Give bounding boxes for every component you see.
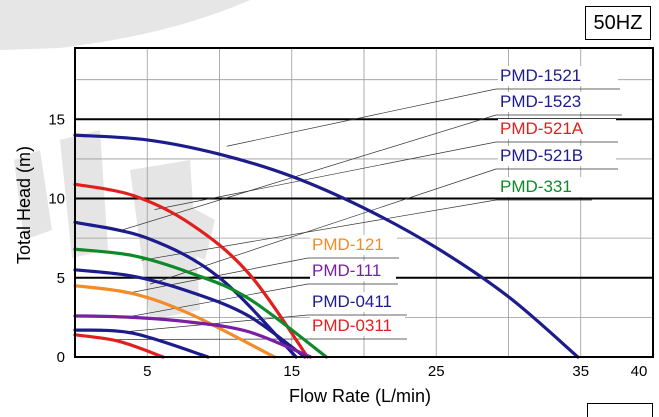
series-line-pmd-1521 (73, 133, 580, 359)
series-label-background (310, 316, 405, 336)
series-line-pmd-521a (73, 182, 310, 359)
leader-line (111, 338, 309, 340)
series-label: PMD-111 (312, 261, 381, 280)
data-series (73, 133, 580, 359)
corner-frame (587, 403, 653, 417)
series-label: PMD-521B (500, 146, 583, 165)
series-line-pmd-521b (73, 268, 307, 359)
series-line-pmd-1523 (73, 220, 298, 359)
series-label-background (310, 235, 397, 255)
tick-labels: 5 15 25 35 40 0 5 10 15 (48, 111, 647, 380)
series-label-background (310, 292, 405, 312)
series-label: PMD-521A (500, 119, 584, 138)
series-labels: PMD-1521 PMD-1523 PMD-521A PMD-521B PMD-331 P… (310, 66, 620, 336)
leader-line (226, 88, 497, 147)
x-tick-label: 5 (143, 363, 151, 380)
y-tick-label: 0 (57, 349, 65, 366)
series-label: PMD-331 (500, 177, 572, 196)
x-tick-label: 25 (428, 363, 445, 380)
x-tick-label: 35 (572, 363, 589, 380)
series-label: PMD-0411 (312, 292, 392, 311)
leader-line (121, 114, 497, 231)
plot-frame (74, 47, 654, 358)
series-line-pmd-111 (73, 314, 313, 359)
series-label-background (498, 92, 620, 112)
y-tick-label: 15 (48, 111, 65, 128)
label-leader-lines (111, 88, 622, 340)
y-tick-label: 10 (48, 191, 65, 208)
series-label: PMD-1523 (500, 92, 581, 111)
y-tick-label: 5 (57, 270, 65, 287)
frequency-badge: 50HZ (585, 6, 651, 40)
leader-line (150, 168, 497, 285)
series-label-background (498, 66, 618, 86)
x-tick-label: 15 (283, 363, 300, 380)
series-label-background (498, 119, 616, 139)
leader-line (154, 141, 497, 210)
x-tick-label: 40 (631, 363, 648, 380)
series-label: PMD-1521 (500, 66, 581, 85)
series-line-pmd-331 (73, 247, 329, 359)
series-line-pmd-0411 (73, 328, 210, 359)
x-axis-label: Flow Rate (L/min) (289, 386, 431, 406)
series-line-pmd-0311 (73, 333, 165, 359)
series-label-background (498, 146, 616, 166)
series-label-background (310, 261, 396, 281)
y-axis-label: Total Head (m) (14, 146, 34, 264)
leader-line (141, 199, 497, 261)
series-label: PMD-121 (312, 235, 384, 254)
series-line-pmd-121 (73, 284, 277, 359)
series-label-background (498, 177, 590, 197)
series-label: PMD-0311 (312, 316, 392, 335)
